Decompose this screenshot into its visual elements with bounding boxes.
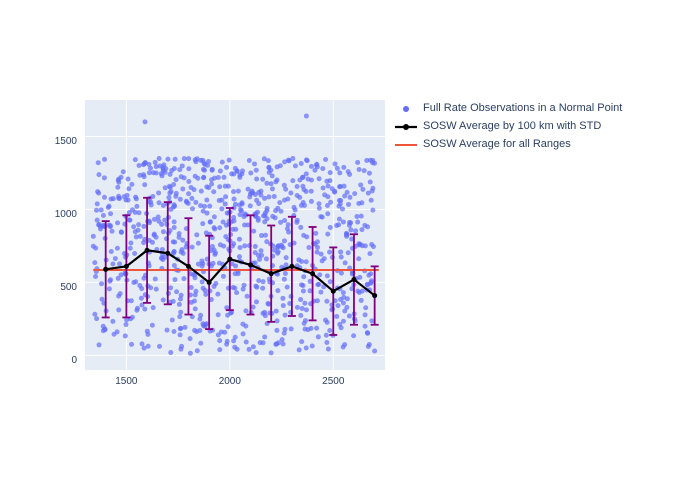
plot-area <box>85 100 385 370</box>
legend-swatch-avg <box>395 120 417 134</box>
chart-container: Full Rate Observations in a Normal Point… <box>0 0 700 500</box>
x-tick: 2500 <box>322 376 344 387</box>
legend-swatch-scatter <box>395 102 417 116</box>
plot-svg <box>85 100 385 370</box>
legend: Full Rate Observations in a Normal Point… <box>395 100 622 154</box>
legend-label-hline: SOSW Average for all Ranges <box>423 136 571 154</box>
x-tick: 2000 <box>219 376 241 387</box>
x-tick: 1500 <box>115 376 137 387</box>
legend-swatch-hline <box>395 138 417 152</box>
legend-item-hline[interactable]: SOSW Average for all Ranges <box>395 136 622 154</box>
legend-label-scatter: Full Rate Observations in a Normal Point <box>423 100 622 118</box>
legend-label-avg: SOSW Average by 100 km with STD <box>423 118 601 136</box>
scatter-series <box>91 114 377 356</box>
legend-item-scatter[interactable]: Full Rate Observations in a Normal Point <box>395 100 622 118</box>
legend-item-avg[interactable]: SOSW Average by 100 km with STD <box>395 118 622 136</box>
